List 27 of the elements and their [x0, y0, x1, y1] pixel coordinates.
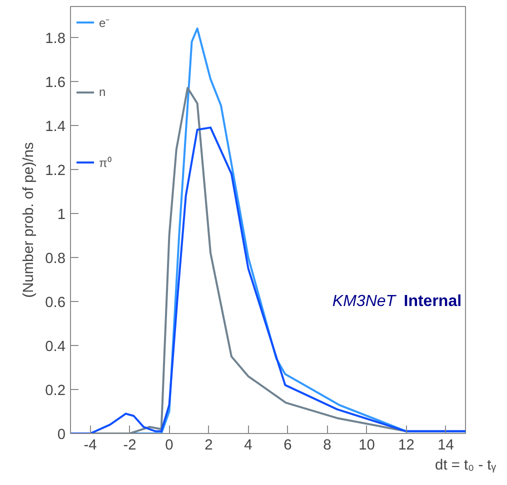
annotation: Internal	[404, 292, 462, 310]
x-tick-label: 10	[358, 438, 375, 454]
y-tick-label: 0.2	[45, 382, 66, 399]
legend-label: n	[99, 85, 107, 99]
x-tick-label: -4	[84, 438, 97, 454]
y-tick-label: 1.8	[45, 30, 66, 47]
y-tick-label: 0.4	[45, 338, 66, 355]
y-tick-label: 0	[57, 427, 66, 443]
x-tick-label: 2	[204, 438, 213, 454]
y-axis-title: (Number prob. of pe)/ns	[21, 142, 38, 298]
x-tick-label: -2	[123, 438, 136, 454]
legend-label: e⁻	[99, 14, 111, 30]
x-tick-label: 14	[438, 438, 454, 454]
y-tick-label: 0.8	[45, 250, 66, 267]
y-tick-label: 1.6	[45, 74, 66, 91]
y-tick-label: 1	[57, 206, 66, 223]
x-tick-label: 12	[398, 438, 414, 454]
annotation: KM3NeT	[332, 292, 397, 310]
y-tick-label: 1.2	[45, 162, 66, 179]
x-axis-title: dt = t₀ - tᵧ	[435, 458, 496, 474]
x-tick-label: 4	[244, 438, 252, 454]
x-tick-label: 8	[323, 438, 332, 454]
y-tick-label: 0.6	[45, 294, 66, 311]
legend-label: π⁰	[99, 154, 112, 170]
y-tick-label: 1.4	[45, 118, 66, 135]
x-tick-label: 0	[165, 438, 174, 454]
x-tick-label: 6	[284, 438, 292, 454]
